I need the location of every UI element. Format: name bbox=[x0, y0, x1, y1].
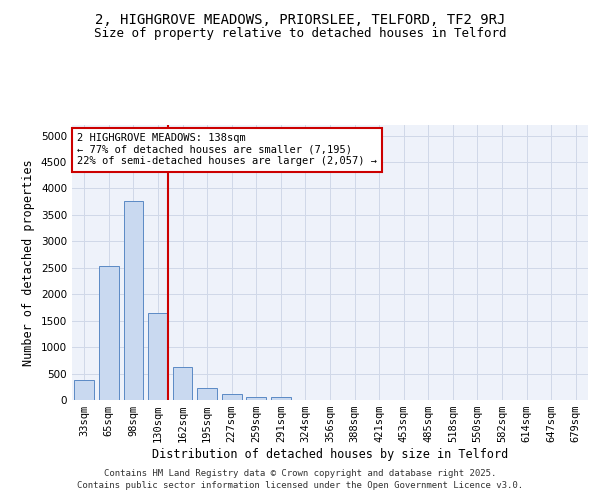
Bar bbox=[148, 312, 168, 400]
X-axis label: Distribution of detached houses by size in Telford: Distribution of detached houses by size … bbox=[152, 448, 508, 461]
Text: 2 HIGHGROVE MEADOWS: 138sqm
← 77% of detached houses are smaller (7,195)
22% of : 2 HIGHGROVE MEADOWS: 138sqm ← 77% of det… bbox=[77, 133, 377, 166]
Y-axis label: Number of detached properties: Number of detached properties bbox=[22, 159, 35, 366]
Bar bbox=[173, 367, 193, 400]
Bar bbox=[124, 201, 143, 400]
Text: 2, HIGHGROVE MEADOWS, PRIORSLEE, TELFORD, TF2 9RJ: 2, HIGHGROVE MEADOWS, PRIORSLEE, TELFORD… bbox=[95, 12, 505, 26]
Text: Contains HM Land Registry data © Crown copyright and database right 2025.
Contai: Contains HM Land Registry data © Crown c… bbox=[77, 469, 523, 490]
Bar bbox=[99, 266, 119, 400]
Bar bbox=[271, 398, 290, 400]
Bar bbox=[222, 394, 242, 400]
Bar bbox=[247, 397, 266, 400]
Bar bbox=[197, 388, 217, 400]
Text: Size of property relative to detached houses in Telford: Size of property relative to detached ho… bbox=[94, 28, 506, 40]
Bar bbox=[74, 380, 94, 400]
